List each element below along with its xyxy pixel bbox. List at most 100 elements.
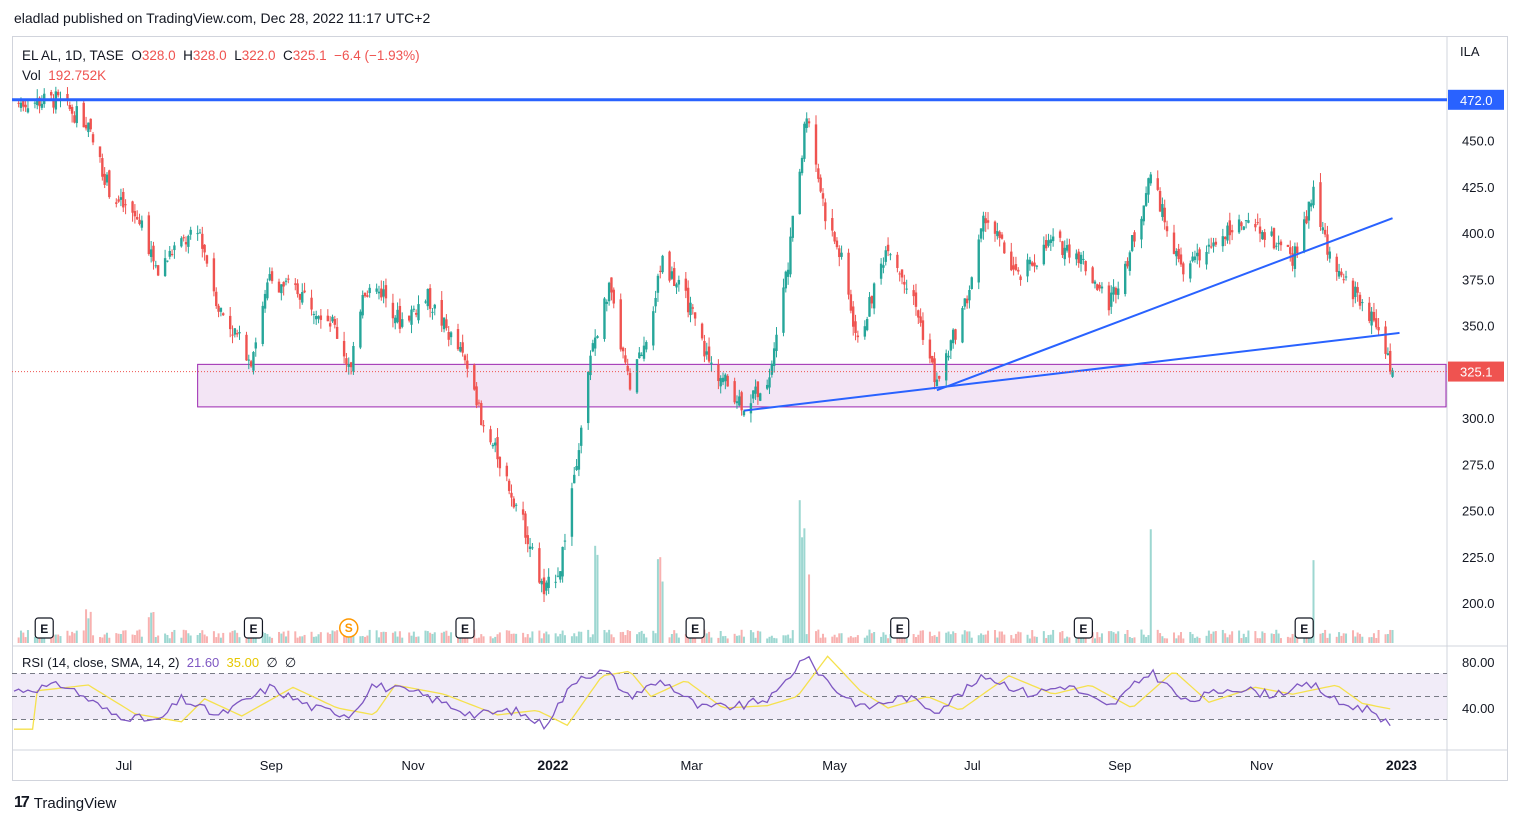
volume-bar bbox=[219, 637, 222, 643]
candle-body bbox=[914, 292, 918, 307]
volume-bar bbox=[917, 634, 920, 643]
candle-body bbox=[301, 292, 304, 303]
volume-bar bbox=[22, 632, 25, 643]
candle-body bbox=[1031, 262, 1034, 266]
volume-bar bbox=[303, 634, 306, 643]
volume-bar bbox=[933, 635, 936, 643]
candle-body bbox=[1375, 318, 1378, 328]
candle-body bbox=[670, 271, 674, 279]
candle-body bbox=[166, 260, 169, 262]
candle-body bbox=[689, 302, 692, 316]
candle-body bbox=[935, 379, 939, 386]
candle-body bbox=[733, 381, 736, 403]
volume-bar bbox=[36, 636, 39, 643]
volume-bar bbox=[1033, 636, 1036, 643]
volume-bar bbox=[57, 634, 60, 643]
volume-bar bbox=[119, 634, 122, 643]
candle-body bbox=[89, 118, 92, 130]
candle-body bbox=[947, 355, 950, 358]
candle-body bbox=[1142, 205, 1145, 222]
volume-bar bbox=[66, 630, 69, 643]
candle-body bbox=[1391, 370, 1394, 377]
candle-body bbox=[147, 215, 151, 255]
volume-bar bbox=[298, 636, 301, 643]
candle-body bbox=[591, 343, 595, 352]
candle-body bbox=[1354, 286, 1357, 298]
time-tick-label: Jul bbox=[964, 758, 981, 773]
volume-bar bbox=[773, 637, 776, 643]
candle-body bbox=[659, 270, 662, 272]
volume-bar bbox=[326, 632, 329, 643]
rsi-label[interactable]: RSI (14, close, SMA, 14, 2) bbox=[22, 655, 180, 670]
time-tick-label: Mar bbox=[680, 758, 703, 773]
volume-bar bbox=[803, 528, 806, 643]
volume-bar bbox=[905, 637, 908, 643]
volume-bar bbox=[1149, 529, 1152, 643]
volume-bar bbox=[185, 630, 188, 643]
candle-body bbox=[284, 280, 288, 282]
volume-bar bbox=[426, 631, 429, 643]
volume-bar bbox=[131, 634, 134, 643]
volume-bar bbox=[1159, 633, 1162, 643]
volume-bar bbox=[580, 631, 583, 643]
volume-bar bbox=[798, 500, 801, 643]
candle-body bbox=[1328, 251, 1331, 259]
volume-bar bbox=[173, 629, 176, 643]
candle-body bbox=[521, 509, 525, 515]
candle-body bbox=[954, 329, 957, 340]
candle-body bbox=[831, 218, 834, 231]
volume-bar bbox=[271, 637, 274, 643]
candle-body bbox=[363, 292, 367, 297]
candle-body bbox=[494, 442, 497, 446]
low-value: 322.0 bbox=[241, 48, 276, 63]
volume-bar bbox=[287, 630, 290, 643]
volume-bar bbox=[935, 636, 938, 643]
volume-bar bbox=[99, 637, 102, 643]
volume-bar bbox=[205, 636, 208, 643]
volume-bar bbox=[1228, 634, 1231, 643]
candle-body bbox=[1307, 201, 1311, 221]
candle-body bbox=[561, 546, 564, 577]
candle-body bbox=[800, 157, 804, 174]
candle-body bbox=[944, 353, 948, 381]
candle-body bbox=[1337, 270, 1341, 277]
candle-body bbox=[91, 134, 95, 143]
candle-body bbox=[1221, 236, 1225, 247]
volume-bar bbox=[212, 631, 215, 643]
volume-bar bbox=[245, 637, 248, 643]
candle-body bbox=[70, 106, 74, 114]
candle-body bbox=[605, 301, 608, 304]
candle-body bbox=[270, 271, 274, 282]
candle-body bbox=[1196, 252, 1199, 257]
candle-body bbox=[245, 334, 248, 361]
candle-body bbox=[491, 444, 495, 447]
candle-body bbox=[540, 580, 543, 585]
publish-info: eladlad published on TradingView.com, De… bbox=[14, 10, 431, 26]
volume-bar bbox=[1326, 637, 1329, 643]
candle-body bbox=[593, 337, 597, 349]
candle-body bbox=[1079, 254, 1083, 265]
footer-brand[interactable]: 17 TradingView bbox=[14, 794, 116, 812]
candle-body bbox=[1356, 287, 1359, 293]
volume-bar bbox=[801, 537, 804, 643]
candle-body bbox=[863, 326, 867, 337]
symbol-label[interactable]: EL AL, 1D, TASE bbox=[22, 48, 124, 63]
candle-body bbox=[638, 352, 641, 359]
volume-bar bbox=[587, 629, 590, 643]
candle-body bbox=[635, 359, 639, 393]
volume-bar bbox=[954, 632, 957, 643]
volume-bar bbox=[410, 635, 413, 643]
candle-body bbox=[545, 582, 548, 591]
candle-body bbox=[68, 104, 71, 110]
volume-bar bbox=[1042, 631, 1045, 643]
candle-body bbox=[621, 347, 625, 352]
volume-bar bbox=[645, 637, 648, 643]
candle-body bbox=[1149, 174, 1152, 184]
candle-body bbox=[152, 245, 155, 262]
volume-bar bbox=[1275, 629, 1278, 643]
candle-body bbox=[1198, 249, 1201, 261]
candle-body bbox=[931, 355, 934, 363]
volume-bar bbox=[1110, 631, 1113, 643]
volume-bar bbox=[361, 636, 364, 643]
